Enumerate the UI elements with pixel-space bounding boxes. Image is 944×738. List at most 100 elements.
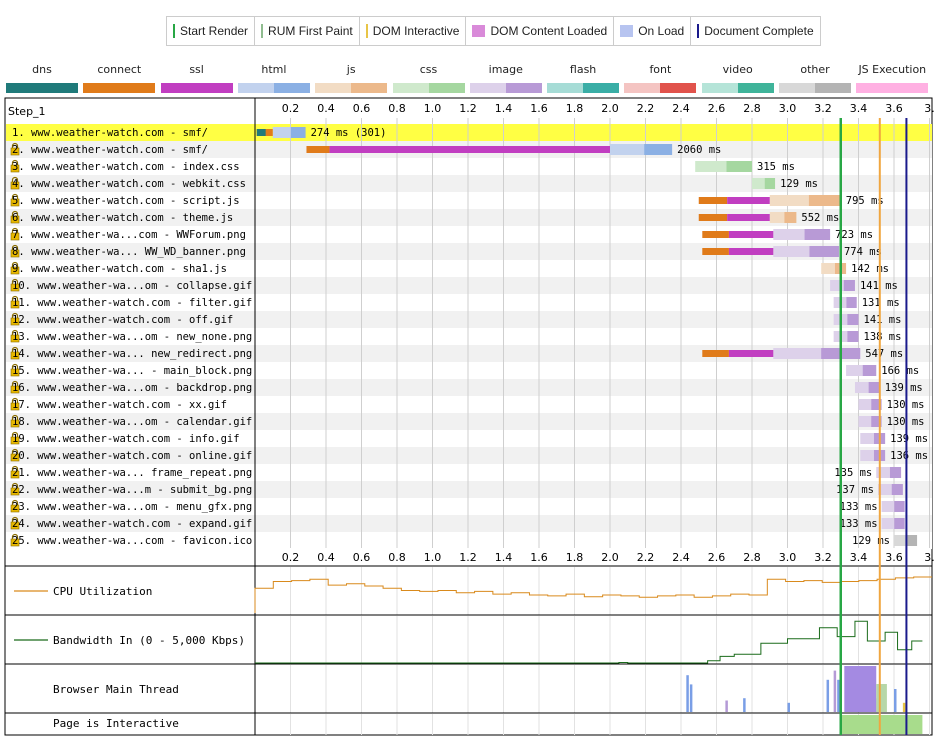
lock-icon xyxy=(10,215,20,224)
request-duration: 141 ms xyxy=(864,314,902,326)
axis-tick-label: 2.2 xyxy=(637,102,655,115)
legend-label: On Load xyxy=(638,24,685,38)
request-label: 25. www.weather-wa...com - favicon.ico xyxy=(12,535,252,547)
type-swatch xyxy=(6,83,78,93)
axis-tick-label: 1.0 xyxy=(424,102,442,115)
axis-tick-label: 3.6 xyxy=(885,102,903,115)
main-thread-bar xyxy=(686,675,689,712)
axis-tick-label: 1.0 xyxy=(424,551,442,564)
request-duration: 135 ms xyxy=(834,467,872,479)
axis-tick-label: 3.2 xyxy=(814,551,832,564)
lock-icon xyxy=(10,402,20,411)
legend-swatch xyxy=(365,24,368,38)
request-duration: 129 ms xyxy=(780,178,818,190)
panel-label: Bandwidth In (0 - 5,000 Kbps) xyxy=(53,634,245,647)
lock-icon xyxy=(10,504,20,513)
request-label: 22. www.weather-wa...m - submit_bg.png xyxy=(12,484,252,496)
request-bar-wait xyxy=(752,178,765,189)
request-bar-download xyxy=(808,195,841,206)
type-label: other xyxy=(800,63,830,76)
request-label: 6. www.weather-watch.com - theme.js xyxy=(12,212,233,224)
row-stripe xyxy=(6,124,932,141)
lock-shackle-icon xyxy=(11,312,19,318)
axis-tick-label: 0.2 xyxy=(282,551,300,564)
legend-swatch xyxy=(261,24,264,38)
lock-shackle-icon xyxy=(11,278,19,284)
type-label: video xyxy=(722,63,753,76)
lock-shackle-icon xyxy=(11,193,19,199)
axis-tick-label: 1.2 xyxy=(459,551,477,564)
axis-tick-label: 0.4 xyxy=(317,102,335,115)
lock-icon xyxy=(10,147,20,156)
type-label: flash xyxy=(569,63,597,76)
lock-shackle-icon xyxy=(11,363,19,369)
legend-swatch xyxy=(472,25,486,37)
dns-bar xyxy=(256,129,266,136)
request-bar-wait xyxy=(769,195,809,206)
request-label: 8. www.weather-wa... WW_WD_banner.png xyxy=(12,246,246,258)
axis-tick-label: 3.0 xyxy=(779,102,797,115)
lock-shackle-icon xyxy=(11,159,19,165)
lock-icon xyxy=(10,266,20,275)
request-label: 2. www.weather-watch.com - smf/ xyxy=(12,144,208,156)
lock-shackle-icon xyxy=(11,414,19,420)
request-duration: 795 ms xyxy=(846,195,884,207)
axis-tick-label: 3. xyxy=(924,551,935,564)
row-stripe xyxy=(6,175,932,192)
request-label: 3. www.weather-watch.com - index.css xyxy=(12,161,240,173)
main-thread-bar xyxy=(787,702,790,712)
lock-shackle-icon xyxy=(11,533,19,539)
lock-icon xyxy=(10,351,20,360)
request-bar-download xyxy=(290,127,306,138)
request-label: 19. www.weather-watch.com - info.gif xyxy=(12,433,240,445)
request-bar-download xyxy=(847,331,859,342)
request-label: 5. www.weather-watch.com - script.js xyxy=(12,195,240,207)
panel-label: Page is Interactive xyxy=(53,717,179,730)
connect-bar xyxy=(306,146,330,153)
type-dns: dns xyxy=(6,63,78,93)
request-bar-wait xyxy=(821,263,835,274)
type-swatch xyxy=(779,83,851,93)
type-connect: connect xyxy=(83,63,156,93)
type-other: other xyxy=(779,63,851,93)
lock-shackle-icon xyxy=(11,397,19,403)
type-label: dns xyxy=(32,63,52,76)
request-label: 20. www.weather-watch.com - online.gif xyxy=(12,450,252,462)
ssl-bar xyxy=(727,214,770,221)
legend-dom-content-loaded: DOM Content Loaded xyxy=(466,17,615,45)
lock-icon xyxy=(10,487,20,496)
lock-shackle-icon xyxy=(11,227,19,233)
legend-label: RUM First Paint xyxy=(268,24,353,38)
legend-swatch xyxy=(697,24,700,38)
main-thread-bar xyxy=(894,689,897,712)
request-bar-download xyxy=(784,212,797,223)
type-swatch xyxy=(547,83,620,93)
main-thread-bar xyxy=(902,702,906,712)
request-bar-download xyxy=(891,484,903,495)
lock-icon xyxy=(10,470,20,479)
axis-tick-label: 1.8 xyxy=(566,551,584,564)
request-bar-download xyxy=(906,535,918,546)
type-image: image xyxy=(469,63,542,93)
ssl-bar xyxy=(728,231,774,238)
row-stripe xyxy=(6,328,932,345)
cpu-line xyxy=(254,576,932,613)
request-bar-wait xyxy=(894,535,907,546)
request-duration: 774 ms xyxy=(844,246,882,258)
request-duration: 136 ms xyxy=(890,450,928,462)
lock-icon xyxy=(10,232,20,241)
request-bar-wait xyxy=(695,161,727,172)
main-thread-bar xyxy=(826,679,830,712)
request-label: 17. www.weather-watch.com - xx.gif xyxy=(12,399,227,411)
request-bar-wait xyxy=(773,348,822,359)
request-duration: 723 ms xyxy=(835,229,873,241)
request-label: 10. www.weather-wa...om - collapse.gif xyxy=(12,280,252,292)
row-stripe xyxy=(6,396,932,413)
connect-bar xyxy=(698,197,728,204)
type-swatch xyxy=(856,83,929,93)
type-flash: flash xyxy=(547,63,620,93)
type-video: video xyxy=(701,63,774,93)
request-bar-download xyxy=(843,280,855,291)
legend-rum-first-paint: RUM First Paint xyxy=(255,17,360,45)
axis-tick-label: 2.6 xyxy=(708,551,726,564)
